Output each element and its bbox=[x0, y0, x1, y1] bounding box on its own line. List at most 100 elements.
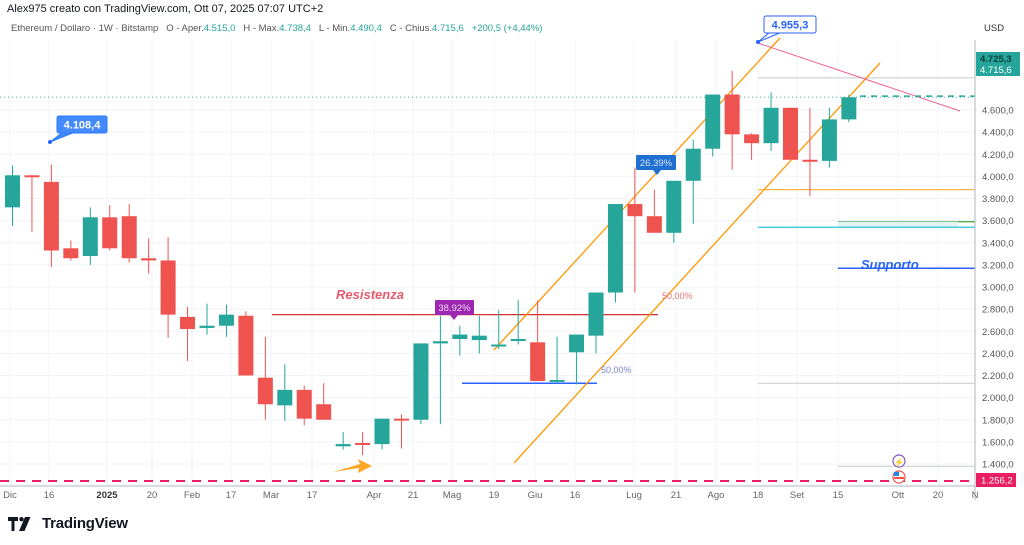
candle-down[interactable] bbox=[802, 159, 818, 162]
candle-up[interactable] bbox=[491, 344, 507, 347]
price-tick-label: 3.800,0 bbox=[982, 194, 1014, 205]
candle-up[interactable] bbox=[685, 148, 701, 181]
candle-down[interactable] bbox=[646, 216, 662, 233]
alert-price-label: 1.256,2 bbox=[981, 476, 1013, 487]
candle-up[interactable] bbox=[588, 292, 604, 336]
trendline-down[interactable] bbox=[757, 42, 961, 112]
candle-up[interactable] bbox=[607, 204, 623, 293]
candle-up[interactable] bbox=[841, 97, 857, 120]
candle-down[interactable] bbox=[121, 216, 137, 259]
change-value: +200,5 (+4,44%) bbox=[471, 23, 543, 34]
candle-up[interactable] bbox=[374, 418, 390, 445]
candle-down[interactable] bbox=[316, 404, 332, 420]
price-tick-label: 2.800,0 bbox=[982, 305, 1014, 316]
lightning-glyph: ⚡ bbox=[894, 457, 904, 467]
candle-up[interactable] bbox=[452, 334, 468, 339]
candle-down[interactable] bbox=[355, 442, 371, 445]
price-tick-label: 4.200,0 bbox=[982, 150, 1014, 161]
grid bbox=[0, 40, 975, 484]
candle-down[interactable] bbox=[296, 389, 312, 419]
time-tick-label: Ott bbox=[892, 490, 905, 501]
candle-up[interactable] bbox=[199, 325, 215, 328]
candle-up[interactable] bbox=[335, 444, 351, 447]
flag-stripe bbox=[894, 477, 904, 479]
close-value: 4.715,6 bbox=[432, 23, 464, 34]
time-tick-label: 17 bbox=[307, 490, 318, 501]
time-tick-label: 15 bbox=[833, 490, 844, 501]
price-tick-label: 1.600,0 bbox=[982, 437, 1014, 448]
price-tick-label: 3.400,0 bbox=[982, 238, 1014, 249]
time-tick-label: Set bbox=[790, 490, 805, 501]
price-tick-label: 2.000,0 bbox=[982, 393, 1014, 404]
pct-badge-may-pointer bbox=[450, 315, 458, 320]
candle-down[interactable] bbox=[394, 418, 409, 421]
price-tick-label: 1.400,0 bbox=[982, 460, 1014, 471]
alert-price-tag[interactable] bbox=[976, 473, 1016, 487]
candle-down[interactable] bbox=[744, 134, 760, 144]
time-tick-label: 20 bbox=[933, 490, 944, 501]
candle-down[interactable] bbox=[530, 342, 546, 382]
callout-4108-box[interactable] bbox=[56, 115, 108, 134]
price-tick-label: 3.200,0 bbox=[982, 260, 1014, 271]
pct-badge-may-label: 38.92% bbox=[438, 303, 471, 314]
tradingview-logo-icon bbox=[8, 516, 31, 531]
time-tick-label: 16 bbox=[570, 490, 581, 501]
channel-lower-line[interactable] bbox=[513, 62, 881, 464]
candle-up[interactable] bbox=[432, 341, 448, 344]
candle-down[interactable] bbox=[257, 377, 273, 405]
candle-up[interactable] bbox=[821, 119, 837, 161]
candle-up[interactable] bbox=[471, 335, 487, 341]
candle-down[interactable] bbox=[180, 316, 196, 330]
candle-up[interactable] bbox=[569, 334, 585, 353]
pct-badge-jul-box[interactable] bbox=[636, 155, 676, 170]
candle-up[interactable] bbox=[218, 314, 234, 326]
candle-down[interactable] bbox=[141, 258, 157, 261]
pct-badge-jul-pointer bbox=[653, 170, 661, 175]
candle-up[interactable] bbox=[277, 389, 293, 406]
candle-down[interactable] bbox=[63, 248, 79, 259]
callout-4955-anchor bbox=[756, 40, 760, 44]
candle-down[interactable] bbox=[724, 94, 740, 135]
open-value: 4.515,0 bbox=[203, 23, 236, 34]
candle-up[interactable] bbox=[5, 175, 20, 208]
channel-upper-line[interactable] bbox=[493, 37, 781, 351]
brand-name: TradingView bbox=[42, 515, 128, 532]
candle-down[interactable] bbox=[783, 107, 798, 160]
time-tick-label: 21 bbox=[671, 490, 682, 501]
time-tick-label: 18 bbox=[753, 490, 764, 501]
candle-down[interactable] bbox=[102, 217, 118, 249]
time-tick-label: 16 bbox=[44, 490, 55, 501]
candle-up[interactable] bbox=[510, 338, 526, 341]
candle-down[interactable] bbox=[160, 260, 176, 315]
author-line: Alex975 creato con TradingView.com, Ott … bbox=[7, 3, 324, 15]
candle-down[interactable] bbox=[238, 315, 254, 376]
candle-up[interactable] bbox=[705, 94, 721, 149]
open-label: O - Aper. bbox=[166, 23, 204, 34]
high-label: H - Max. bbox=[243, 23, 280, 34]
lightning-event-icon[interactable] bbox=[892, 454, 906, 468]
candle-up[interactable] bbox=[82, 217, 98, 257]
low-value: 4.490,4 bbox=[350, 23, 382, 34]
resistance-label: Resistenza bbox=[336, 287, 404, 302]
pct-badge-may-box[interactable] bbox=[435, 300, 474, 315]
candle-up[interactable] bbox=[413, 343, 429, 420]
flag-canton bbox=[894, 472, 899, 476]
callout-4955-box[interactable] bbox=[763, 15, 817, 34]
candle-down[interactable] bbox=[24, 175, 40, 178]
time-tick-label: Ago bbox=[708, 490, 725, 501]
candle-up[interactable] bbox=[549, 379, 565, 382]
high-value: 4.738,4 bbox=[279, 23, 311, 34]
candle-down[interactable] bbox=[43, 181, 59, 251]
last-price-tag bbox=[976, 52, 1020, 76]
candle-up[interactable] bbox=[763, 107, 779, 144]
candle-down[interactable] bbox=[627, 204, 643, 217]
time-tick-label: 19 bbox=[489, 490, 500, 501]
time-tick-label: 20 bbox=[147, 490, 158, 501]
low-label: L - Min. bbox=[318, 23, 351, 34]
candle-up[interactable] bbox=[666, 180, 682, 233]
last-price-label: 4.715,6 bbox=[980, 65, 1012, 76]
close-label: C - Chius. bbox=[389, 23, 433, 34]
time-tick-label: 17 bbox=[226, 490, 237, 501]
symbol-name[interactable]: Ethereum / Dollaro · 1W · Bitstamp bbox=[11, 23, 159, 34]
